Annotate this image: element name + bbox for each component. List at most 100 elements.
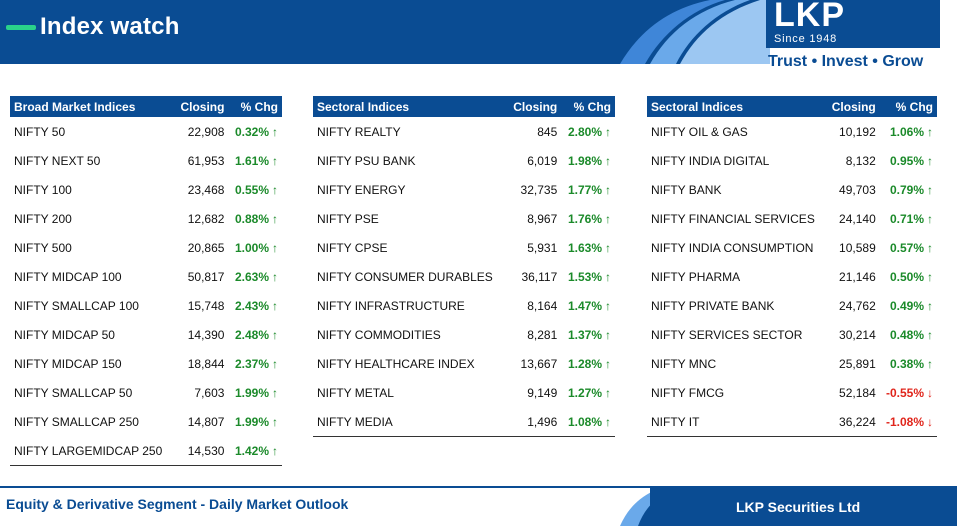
table-row: NIFTY ENERGY 32,735 1.77% ↑	[313, 175, 615, 204]
arrow-up-icon: ↑	[605, 182, 611, 197]
percent-change-value: 1.77%	[567, 182, 602, 197]
arrow-up-icon: ↑	[272, 356, 278, 371]
table-row: NIFTY BANK 49,703 0.79% ↑	[647, 175, 937, 204]
percent-change: 1.00% ↑	[228, 233, 282, 262]
index-name: NIFTY ENERGY	[317, 182, 406, 197]
arrow-up-icon: ↑	[605, 124, 611, 139]
arrow-up-icon: ↑	[605, 356, 611, 371]
percent-change: 2.48% ↑	[228, 320, 282, 349]
index-name: NIFTY FMCG	[651, 385, 725, 400]
percent-change: 1.76% ↑	[561, 204, 615, 233]
percent-change: 1.47% ↑	[561, 291, 615, 320]
arrow-up-icon: ↑	[927, 269, 933, 284]
table-row: NIFTY MIDCAP 150 18,844 2.37% ↑	[10, 349, 282, 378]
percent-change: 0.55% ↑	[228, 175, 282, 204]
percent-change-value: 0.48%	[889, 327, 924, 342]
index-name: NIFTY MNC	[651, 356, 717, 371]
index-name: NIFTY SMALLCAP 100	[14, 298, 139, 313]
closing-value: 22,908	[187, 124, 225, 139]
column-header-closing: Closing	[506, 96, 562, 117]
closing-value: 30,214	[839, 327, 876, 342]
lkp-logo: LKP Since 1948	[766, 0, 940, 48]
percent-change: 0.48% ↑	[880, 320, 937, 349]
percent-change: 0.49% ↑	[880, 291, 937, 320]
arrow-up-icon: ↑	[605, 211, 611, 226]
column-header-index: Broad Market Indices	[10, 96, 174, 117]
percent-change-value: 0.71%	[889, 211, 924, 226]
percent-change: 2.80% ↑	[561, 117, 615, 146]
table-row: NIFTY MIDCAP 100 50,817 2.63% ↑	[10, 262, 282, 291]
arrow-down-icon: ↓	[927, 414, 933, 429]
table-row: NIFTY COMMODITIES 8,281 1.37% ↑	[313, 320, 615, 349]
closing-value: 21,146	[839, 269, 876, 284]
closing-value: 14,390	[187, 327, 225, 342]
closing-value: 25,891	[839, 356, 876, 371]
page-header: Index watch LKP Since 1948 Trust • Inves…	[0, 0, 957, 70]
footer-divider	[0, 486, 957, 488]
closing-value: 18,844	[187, 356, 225, 371]
index-name: NIFTY PSU BANK	[317, 153, 416, 168]
table-row: NIFTY CONSUMER DURABLES 36,117 1.53% ↑	[313, 262, 615, 291]
percent-change-value: 0.95%	[889, 153, 924, 168]
column-header-index: Sectoral Indices	[647, 96, 826, 117]
table-row: NIFTY PHARMA 21,146 0.50% ↑	[647, 262, 937, 291]
closing-value: 24,140	[839, 211, 876, 226]
index-name: NIFTY PHARMA	[651, 269, 741, 284]
arrow-up-icon: ↑	[272, 414, 278, 429]
closing-value: 15,748	[187, 298, 225, 313]
table-row: NIFTY FINANCIAL SERVICES 24,140 0.71% ↑	[647, 204, 937, 233]
arrow-up-icon: ↑	[605, 385, 611, 400]
percent-change: 0.38% ↑	[880, 349, 937, 378]
index-name: NIFTY BANK	[651, 182, 722, 197]
arrow-down-icon: ↓	[927, 385, 933, 400]
index-name: NIFTY PSE	[317, 211, 379, 226]
index-name: NIFTY PRIVATE BANK	[651, 298, 775, 313]
table-row: NIFTY PSU BANK 6,019 1.98% ↑	[313, 146, 615, 175]
table-header-row: Sectoral Indices Closing% Chg	[647, 96, 937, 117]
closing-value: 845	[537, 124, 558, 139]
closing-value: 36,224	[825, 407, 880, 437]
tagline: Trust • Invest • Grow	[768, 53, 924, 70]
arrow-up-icon: ↑	[927, 124, 933, 139]
percent-change-value: -0.55%	[885, 385, 924, 400]
table-row: NIFTY INDIA CONSUMPTION 10,589 0.57% ↑	[647, 233, 937, 262]
percent-change-value: 0.79%	[889, 182, 924, 197]
table-row: NIFTY MEDIA 1,496 1.08% ↑	[313, 407, 615, 437]
percent-change-value: 0.57%	[889, 240, 924, 255]
header-swoosh-decoration	[620, 0, 770, 64]
table-row: NIFTY HEALTHCARE INDEX 13,667 1.28% ↑	[313, 349, 615, 378]
arrow-up-icon: ↑	[272, 153, 278, 168]
closing-value: 23,468	[187, 182, 225, 197]
column-header-change: % Chg	[228, 96, 282, 117]
percent-change-value: 2.43%	[234, 298, 269, 313]
closing-value: 9,149	[527, 385, 558, 400]
percent-change: 2.37% ↑	[228, 349, 282, 378]
arrow-up-icon: ↑	[272, 240, 278, 255]
sectoral-table-2: Sectoral Indices Closing% Chg NIFTY OIL & …	[647, 96, 937, 437]
percent-change-value: 2.48%	[234, 327, 269, 342]
percent-change: 1.08% ↑	[561, 407, 615, 437]
table-row: NIFTY SERVICES SECTOR 30,214 0.48% ↑	[647, 320, 937, 349]
percent-change: -0.55% ↓	[880, 378, 937, 407]
arrow-up-icon: ↑	[927, 240, 933, 255]
index-name: NIFTY SERVICES SECTOR	[651, 327, 803, 342]
index-name: NIFTY FINANCIAL SERVICES	[651, 211, 815, 226]
footer-segment-title: Equity & Derivative Segment - Daily Mark…	[6, 496, 349, 512]
percent-change: 1.53% ↑	[561, 262, 615, 291]
percent-change: -1.08% ↓	[879, 407, 937, 437]
column-header-closing: Closing	[825, 96, 880, 117]
percent-change-value: 2.37%	[234, 356, 269, 371]
percent-change: 1.37% ↑	[561, 320, 615, 349]
table-row: NIFTY MIDCAP 50 14,390 2.48% ↑	[10, 320, 282, 349]
index-name: NIFTY SMALLCAP 50	[14, 385, 133, 400]
arrow-up-icon: ↑	[272, 124, 278, 139]
index-name: NIFTY INFRASTRUCTURE	[317, 298, 465, 313]
percent-change-value: 1.06%	[889, 124, 924, 139]
closing-value: 13,667	[520, 356, 558, 371]
closing-value: 20,865	[187, 240, 225, 255]
percent-change-value: 1.76%	[567, 211, 602, 226]
index-name: NIFTY SMALLCAP 250	[14, 414, 139, 429]
percent-change-value: 1.99%	[234, 414, 269, 429]
percent-change: 1.27% ↑	[561, 378, 615, 407]
index-name: NIFTY IT	[647, 407, 826, 437]
